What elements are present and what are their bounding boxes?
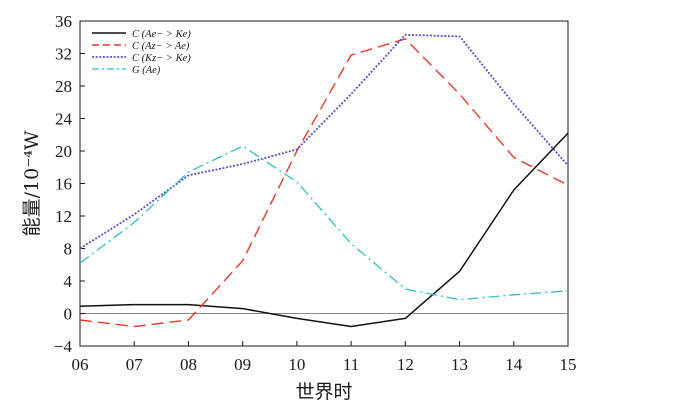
x-tick-label: 07 xyxy=(126,355,144,374)
series-line-4 xyxy=(79,145,569,301)
series-line-3 xyxy=(79,33,569,250)
y-tick-label: 24 xyxy=(55,110,73,129)
x-tick-label: 12 xyxy=(397,355,414,374)
y-tick-label: 16 xyxy=(55,175,72,194)
series-line-2 xyxy=(79,38,569,328)
x-tick-label: 14 xyxy=(505,355,523,374)
x-axis-ticks: 06 07 08 09 10 11 12 13 14 15 xyxy=(72,341,577,374)
series-lines xyxy=(79,33,569,328)
x-tick-label: 09 xyxy=(234,355,251,374)
y-axis-title: 能量/10⁻⁴W xyxy=(21,130,43,236)
legend-label-4: G (Ae) xyxy=(132,65,161,76)
legend-label-1: C (Ae− > Ke) xyxy=(132,29,191,40)
y-tick-label: 12 xyxy=(55,207,72,226)
legend: C (Ae− > Ke)C (Az− > Ae)C (Kz− > Ke)G (A… xyxy=(92,29,191,76)
x-tick-label: 10 xyxy=(288,355,305,374)
y-tick-label: 20 xyxy=(55,142,72,161)
x-tick-label: 11 xyxy=(343,355,359,374)
x-tick-label: 08 xyxy=(180,355,197,374)
x-axis-title: 世界时 xyxy=(295,381,352,403)
y-tick-label: −4 xyxy=(54,337,73,356)
y-axis-ticks: −4 0 4 8 12 16 20 24 28 32 36 xyxy=(54,12,85,356)
y-tick-label: 8 xyxy=(64,240,73,259)
y-tick-label: 0 xyxy=(64,305,73,324)
legend-label-3: C (Kz− > Ke) xyxy=(132,53,191,64)
x-tick-label: 15 xyxy=(560,355,577,374)
y-tick-label: 32 xyxy=(55,45,72,64)
series-line-1 xyxy=(79,132,569,328)
x-tick-label: 06 xyxy=(72,355,89,374)
y-tick-label: 28 xyxy=(55,77,72,96)
y-tick-label: 36 xyxy=(55,12,72,31)
y-tick-label: 4 xyxy=(64,272,73,291)
x-tick-label: 13 xyxy=(451,355,468,374)
legend-label-2: C (Az− > Ae) xyxy=(132,41,190,52)
